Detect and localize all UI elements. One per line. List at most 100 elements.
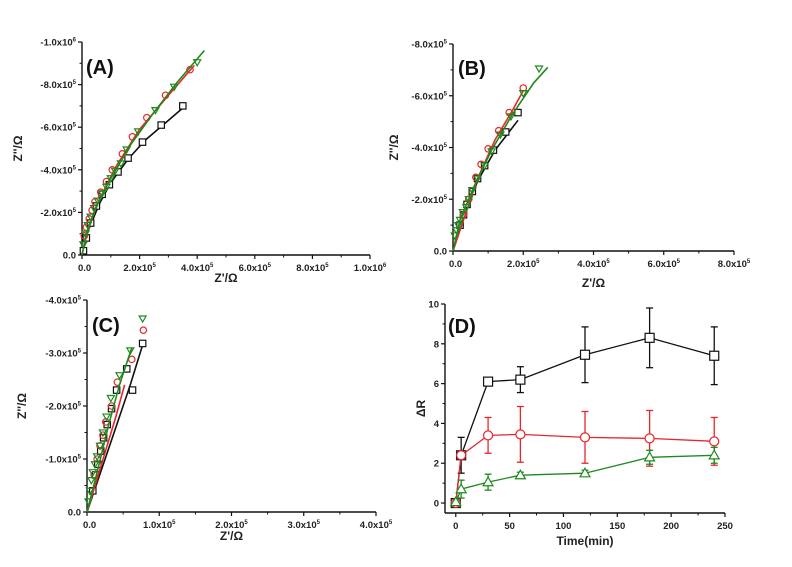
- y-tick-label: -4.0x105: [411, 143, 447, 154]
- data-point: [139, 326, 148, 335]
- data-point: [80, 230, 91, 239]
- data-point: [482, 476, 495, 487]
- x-tick-label: 6.0x105: [239, 263, 272, 274]
- x-tick-label: 8.0x105: [296, 263, 329, 274]
- data-point: [95, 442, 105, 451]
- data-point: [138, 339, 147, 348]
- data-point: [461, 203, 471, 212]
- x-tick-label: 1.0x106: [354, 263, 387, 274]
- series-black-squares: [452, 108, 522, 252]
- fit-line: [86, 384, 126, 513]
- x-axis-title: Time(min): [556, 534, 613, 548]
- data-point: [80, 232, 89, 240]
- data-point: [450, 232, 460, 241]
- data-point: [169, 83, 179, 92]
- data-point: [458, 209, 468, 217]
- y-tick-label: -4.0x105: [45, 296, 81, 307]
- data-point: [88, 469, 98, 477]
- y-axis-title: Z''/Ω: [11, 135, 25, 161]
- data-point: [90, 461, 100, 470]
- panel-c: 0.0 1.0x105 2.0x105 3.0x105 4.0x105 0.0 -1.0x1…: [15, 296, 393, 544]
- x-axis-title: Z'/Ω: [220, 529, 244, 543]
- data-point: [89, 204, 99, 213]
- fit-line: [452, 66, 549, 252]
- x-tick-label: 50: [504, 521, 515, 532]
- y-tick-label: 0.0: [63, 251, 76, 262]
- x-tick-label: 4.0x105: [577, 259, 610, 270]
- data-point: [644, 332, 655, 343]
- data-point: [482, 430, 494, 441]
- y-tick-label: -4.0x105: [40, 165, 76, 176]
- data-point: [579, 432, 591, 443]
- x-tick-label: 6.0x105: [648, 259, 681, 270]
- fit-line: [452, 119, 519, 252]
- data-point: [495, 131, 505, 140]
- y-tick-label: -2.0x105: [411, 195, 447, 206]
- y-tick-label: -1.0x106: [40, 38, 76, 49]
- y-tick-label: -3.0x105: [45, 349, 81, 360]
- data-point: [487, 148, 497, 157]
- data-point: [97, 190, 107, 198]
- panel-a: 0.0 2.0x105 4.0x105 6.0x105 8.0x105 1.0x106 0.…: [11, 38, 387, 286]
- panel-label: (B): [458, 58, 486, 80]
- y-tick-label: 8: [434, 339, 439, 350]
- data-point: [506, 113, 516, 122]
- x-tick-label: 3.0x105: [288, 520, 321, 531]
- series-green-triangles: [83, 315, 148, 513]
- data-point: [122, 146, 132, 155]
- data-point: [579, 467, 591, 478]
- data-point: [515, 429, 526, 440]
- y-tick-label: 4: [434, 419, 440, 430]
- data-point: [83, 222, 93, 230]
- y-tick-label: 2: [434, 459, 439, 470]
- series-black-squares: [450, 307, 720, 509]
- fit-line: [86, 342, 145, 513]
- x-tick-label: 0.0: [78, 263, 91, 274]
- x-tick-label: 4.0x105: [360, 520, 393, 531]
- series-black-squares: [79, 102, 187, 256]
- x-tick-label: 150: [609, 521, 625, 532]
- data-point: [124, 154, 132, 162]
- series-black-squares: [86, 339, 147, 513]
- data-point: [579, 349, 591, 360]
- data-point: [98, 429, 108, 438]
- panel-label: (C): [92, 315, 120, 337]
- data-point: [192, 59, 202, 67]
- data-point: [456, 450, 467, 461]
- data-point: [179, 102, 187, 110]
- fit-line: [81, 49, 206, 256]
- data-point: [122, 365, 131, 373]
- data-point: [467, 187, 477, 195]
- data-point: [93, 197, 103, 206]
- data-point: [514, 108, 522, 117]
- y-tick-label: -8.0x105: [40, 80, 76, 91]
- data-point: [514, 469, 527, 480]
- fit-line: [81, 107, 184, 256]
- x-tick-label: 4.0x105: [181, 263, 214, 274]
- data-point: [82, 223, 91, 232]
- data-point: [133, 128, 143, 137]
- data-point: [86, 213, 96, 222]
- data-point: [92, 453, 102, 462]
- panel-d: 0 50 100 150 200 250 0 2 4 6 8 10 Time(min) ΔR (D): [414, 300, 733, 549]
- data-point: [107, 402, 116, 410]
- x-tick-label: 2.0x105: [215, 520, 248, 531]
- data-point: [101, 413, 112, 422]
- y-tick-label: 0: [434, 499, 439, 510]
- panel-label: (D): [448, 316, 476, 338]
- data-point: [451, 227, 462, 236]
- data-point: [518, 90, 528, 98]
- data-point: [644, 433, 655, 444]
- y-tick-label: -6.0x105: [411, 91, 447, 102]
- data-point: [138, 315, 148, 324]
- series-green-triangles: [450, 65, 549, 252]
- data-point: [86, 477, 96, 485]
- y-axis-title: Z''/Ω: [387, 134, 401, 160]
- data-point: [455, 482, 468, 494]
- fit-line: [81, 64, 195, 256]
- x-tick-label: 2.0x105: [123, 263, 156, 274]
- y-tick-label: -6.0x105: [40, 123, 76, 134]
- x-tick-label: 8.0x105: [718, 259, 751, 270]
- y-tick-label: -8.0x105: [411, 40, 447, 51]
